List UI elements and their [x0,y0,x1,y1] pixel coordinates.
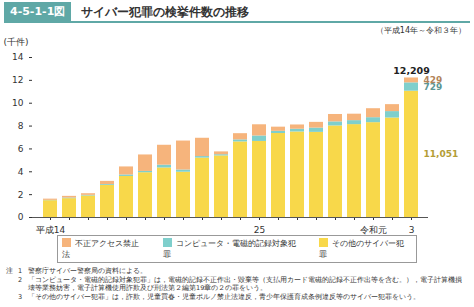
svg-text:8: 8 [18,121,24,131]
svg-text:25: 25 [254,225,265,235]
svg-text:729: 729 [423,81,443,92]
html-text:コンピュータ・電磁的記録対象犯罪: コンピュータ・電磁的記録対象犯罪 [162,239,296,259]
svg-text:平成14: 平成14 [36,225,66,235]
svg-text:(千件): (千件) [4,37,29,47]
html-text:3: 3 [18,292,23,301]
html-text:「コンピュータ・電磁的記録対象犯罪」は，電磁的記録不正作出・: 「コンピュータ・電磁的記録対象犯罪」は，電磁的記録不正作出・毀棄等（支払用カード… [28,275,462,292]
html-text:2: 2 [18,275,23,284]
svg-text:6: 6 [18,144,24,154]
svg-text:12,209: 12,209 [393,65,430,76]
html-text:サイバー犯罪の検挙件数の推移: サイバー犯罪の検挙件数の推移 [81,5,250,19]
html-text:（平成14年～令和３年）: （平成14年～令和３年） [375,26,466,35]
svg-text:14: 14 [12,52,24,62]
svg-text:2: 2 [18,190,24,200]
html-text:警察庁サイバー警察局の資料による。: 警察庁サイバー警察局の資料による。 [28,267,147,275]
html-text:「その他のサイバー犯罪」は，詐欺，児童買春・児童ポルノ禁止法: 「その他のサイバー犯罪」は，詐欺，児童買春・児童ポルノ禁止法違反，青少年保護育成… [28,292,420,301]
svg-text:429: 429 [424,75,443,85]
html-text:1: 1 [18,267,23,275]
svg-text:4: 4 [18,167,24,177]
html-text:4-5-1-1図: 4-5-1-1図 [10,5,66,18]
svg-text:令和元: 令和元 [360,225,387,235]
svg-text:12: 12 [12,75,23,85]
svg-text:11,051: 11,051 [424,149,459,159]
html-text:注: 注 [6,267,13,275]
html-text:不正アクセス禁止法: 不正アクセス禁止法 [62,239,139,259]
html-text:その他のサイバー犯罪: その他のサイバー犯罪 [319,239,405,259]
svg-text:3: 3 [409,225,415,235]
svg-text:10: 10 [12,98,24,108]
svg-text:0: 0 [18,212,24,222]
